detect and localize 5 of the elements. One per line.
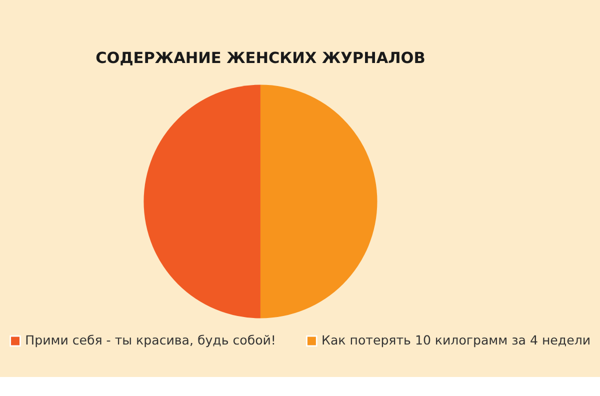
legend-label: Прими себя - ты красива, будь собой!: [25, 332, 276, 348]
chart-title: СОДЕРЖАНИЕ ЖЕНСКИХ ЖУРНАЛОВ: [96, 49, 426, 68]
pie-slice: [144, 84, 260, 318]
legend-label: Как потерять 10 килограмм за 4 недели: [322, 332, 591, 348]
pie-slice: [260, 84, 378, 318]
